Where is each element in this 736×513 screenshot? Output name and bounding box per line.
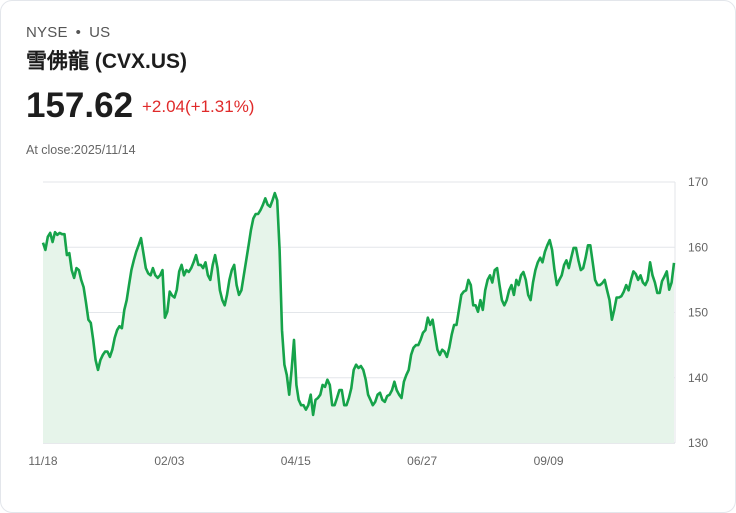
x-tick-label: 04/15 — [281, 454, 311, 468]
x-tick-label: 09/09 — [534, 454, 564, 468]
stock-name: 雪佛龍 (CVX.US) — [26, 50, 188, 73]
y-tick-label: 130 — [688, 436, 708, 450]
country: US — [89, 24, 111, 41]
price-change: +2.04(+1.31%) — [142, 97, 255, 116]
y-tick-label: 140 — [688, 371, 708, 385]
x-tick-label: 06/27 — [407, 454, 437, 468]
y-tick-label: 150 — [688, 306, 708, 320]
exchange-name: NYSE — [26, 24, 68, 41]
current-price: 157.62 — [26, 86, 134, 125]
separator-dot: • — [75, 24, 82, 41]
x-tick-label: 11/18 — [28, 454, 57, 468]
price-area — [43, 193, 674, 443]
price-line — [41, 191, 676, 417]
close-date: At close:2025/11/14 — [26, 143, 136, 157]
y-tick-label: 160 — [688, 240, 708, 254]
y-tick-label: 170 — [688, 175, 708, 189]
exchange-line: NYSE • US — [26, 24, 110, 41]
x-tick-label: 02/03 — [154, 454, 184, 468]
